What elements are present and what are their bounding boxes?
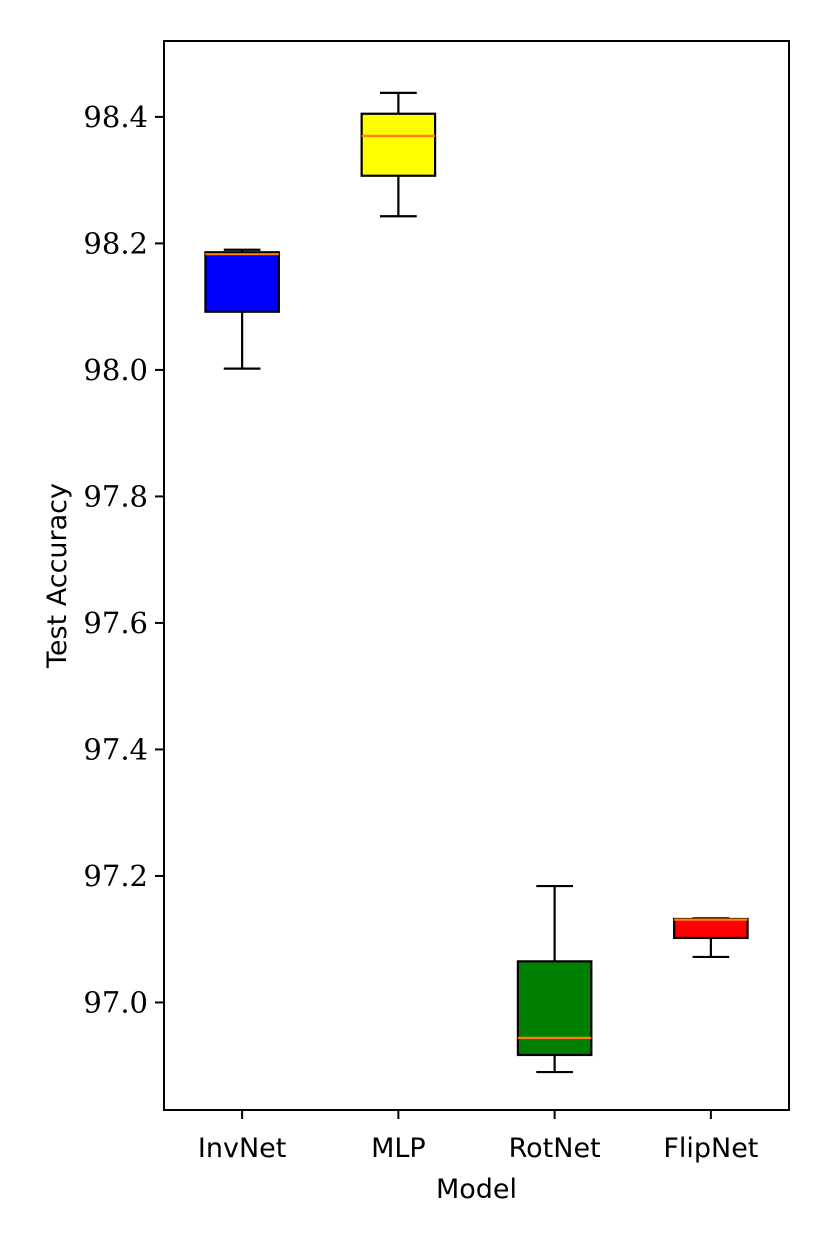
y-tick-label: 97.4 <box>83 732 148 766</box>
box-rect <box>204 251 280 313</box>
y-tick-label: 97.6 <box>83 606 148 640</box>
box-rect <box>516 960 593 1057</box>
x-tick-label: FlipNet <box>663 1133 758 1164</box>
box-rect <box>673 917 749 940</box>
box-rect <box>360 112 437 177</box>
boxes-layer <box>204 91 749 1074</box>
box-invnet <box>204 248 280 370</box>
y-tick-label: 97.0 <box>83 985 148 1019</box>
box-flipnet <box>673 917 749 959</box>
x-tick-label: MLP <box>371 1133 426 1164</box>
y-tick-label: 98.2 <box>83 226 148 260</box>
x-axis-label: Model <box>436 1174 517 1205</box>
y-tick-label: 98.4 <box>83 100 148 134</box>
box-rotnet <box>516 884 593 1074</box>
box-mlp <box>360 91 437 218</box>
y-tick-label: 97.2 <box>83 859 148 893</box>
y-axis-label: Test Accuracy <box>42 483 73 669</box>
y-tick-label: 98.0 <box>83 353 148 387</box>
y-tick-label: 97.8 <box>83 479 148 513</box>
x-axis-ticks: InvNet MLP RotNet FlipNet <box>198 1110 758 1164</box>
y-axis-ticks: 97.0 97.2 97.4 97.6 97.8 98.0 98.2 98.4 <box>83 100 164 1019</box>
plot-frame <box>163 40 790 1111</box>
x-tick-label: RotNet <box>509 1133 601 1164</box>
x-tick-label: InvNet <box>198 1133 286 1164</box>
